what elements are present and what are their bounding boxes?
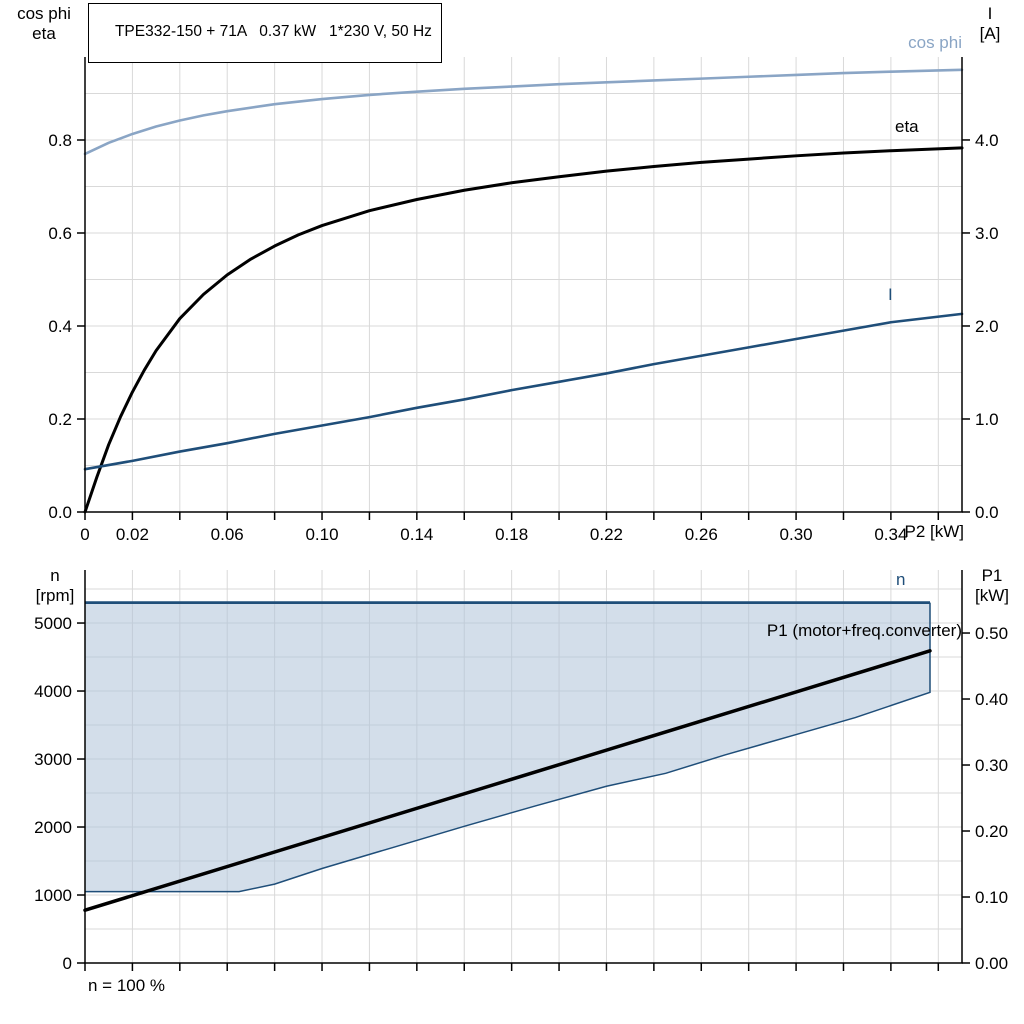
- series-eta: [83, 146, 964, 514]
- y-right-tick-label: 0.40: [975, 690, 1008, 709]
- curve-label-current: I: [888, 285, 893, 304]
- y-right-tick-label: 4.0: [975, 131, 999, 150]
- y-right-tick-label: 0.10: [975, 888, 1008, 907]
- series-i: [83, 312, 964, 471]
- top-right-axis-caption: I [A]: [966, 4, 1014, 44]
- x-tick-label: 0.10: [305, 525, 338, 544]
- axis-caption-speed-unit: [rpm]: [35, 586, 75, 605]
- y-right-tick-label: 0.30: [975, 756, 1008, 775]
- y-right-tick-label: 0.20: [975, 822, 1008, 841]
- curve-label-eta: eta: [895, 117, 919, 136]
- y-right-tick-label: 1.0: [975, 410, 999, 429]
- region-label-n: n: [896, 570, 906, 589]
- x-axis-caption: P2 [kW]: [904, 522, 964, 541]
- x-tick-label: 0.14: [400, 525, 433, 544]
- axis-caption-current-unit: [A]: [979, 24, 1001, 43]
- n-region-lower-boundary: [85, 602, 931, 893]
- axis-caption-speed: n: [50, 566, 60, 585]
- x-tick-label: 0: [80, 525, 89, 544]
- y-left-tick-label: 1000: [34, 886, 72, 905]
- series-p1-motor-freq-converter: [83, 649, 932, 912]
- footnote-n-100: n = 100 %: [88, 976, 166, 995]
- curve-label-p1: P1 (motor+freq.converter): [766, 621, 962, 640]
- y-left-tick-label: 0.6: [48, 224, 72, 243]
- y-left-tick-label: 0.2: [48, 410, 72, 429]
- x-tick-label: 0.18: [495, 525, 528, 544]
- axis-caption-p1: P1: [981, 566, 1003, 585]
- y-left-tick-label: 3000: [34, 750, 72, 769]
- axis-caption-p1-unit: [kW]: [975, 586, 1009, 605]
- y-right-tick-label: 0.0: [975, 503, 999, 522]
- axis-caption-cos-phi: cos phi: [17, 4, 71, 23]
- y-right-tick-label: 0.50: [975, 624, 1008, 643]
- x-tick-label: 0.26: [685, 525, 718, 544]
- y-left-tick-label: 0: [63, 954, 72, 973]
- bottom-left-axis-caption: n [rpm]: [22, 566, 88, 606]
- bottom-right-axis-caption: P1 [kW]: [966, 566, 1018, 606]
- x-tick-label: 0.34: [874, 525, 907, 544]
- y-left-tick-label: 0.4: [48, 317, 72, 336]
- x-tick-label: 0.02: [116, 525, 149, 544]
- chart-title-box: TPE332-150 + 71A 0.37 kW 1*230 V, 50 Hz: [88, 3, 442, 63]
- y-right-tick-label: 0.00: [975, 954, 1008, 973]
- axis-caption-current: I: [987, 4, 993, 23]
- y-right-tick-label: 2.0: [975, 317, 999, 336]
- chart-title: TPE332-150 + 71A 0.37 kW 1*230 V, 50 Hz: [114, 23, 432, 40]
- y-left-tick-label: 4000: [34, 682, 72, 701]
- y-left-tick-label: 0.8: [48, 131, 72, 150]
- y-left-tick-label: 2000: [34, 818, 72, 837]
- x-tick-label: 0.22: [590, 525, 623, 544]
- n-operating-region: [85, 602, 931, 892]
- top-left-axis-caption: cos phi eta: [6, 4, 82, 44]
- axis-caption-eta: eta: [32, 24, 56, 43]
- x-tick-label: 0.06: [211, 525, 244, 544]
- y-left-tick-label: 0.0: [48, 503, 72, 522]
- series-cos-phi: [83, 68, 964, 156]
- y-left-tick-label: 5000: [34, 614, 72, 633]
- y-right-tick-label: 3.0: [975, 224, 999, 243]
- x-tick-label: 0.30: [780, 525, 813, 544]
- curve-label-cos-phi: cos phi: [908, 33, 962, 52]
